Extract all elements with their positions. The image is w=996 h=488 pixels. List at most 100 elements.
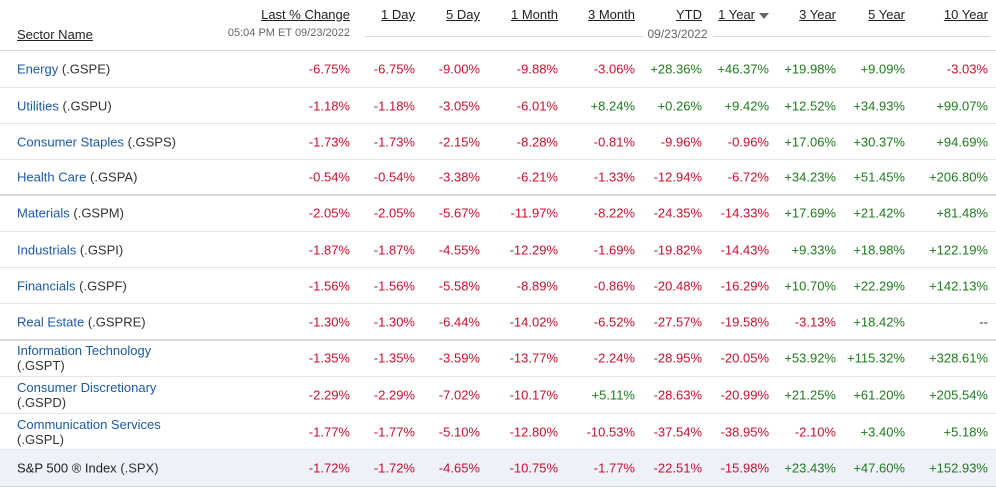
sector-name-cell: Information Technology (.GSPT)	[17, 343, 151, 373]
sector-name-cell: Materials (.GSPM)	[17, 206, 124, 221]
value-1-day: -1.87%	[373, 242, 415, 257]
value-last-change: -2.29%	[308, 387, 350, 403]
value-3-year: +17.69%	[784, 205, 836, 221]
value-10-year: --	[979, 314, 988, 329]
sector-link[interactable]: Financials	[17, 278, 76, 293]
value-1-year: -6.72%	[727, 169, 769, 185]
value-1-year: -14.43%	[720, 242, 769, 257]
value-5-year: +61.20%	[853, 387, 905, 403]
value-5-day: -5.10%	[438, 424, 480, 439]
value-last-change: -1.35%	[308, 350, 350, 366]
col-sector-name[interactable]: Sector Name	[17, 27, 93, 42]
sector-link[interactable]: Information Technology	[17, 343, 152, 358]
value-ytd: -37.54%	[653, 424, 702, 439]
sector-link[interactable]: Utilities	[17, 98, 59, 113]
col-1-year[interactable]: 1 Year	[705, 7, 769, 22]
value-3-year: +19.98%	[784, 61, 836, 77]
value-5-day: -4.55%	[438, 242, 480, 257]
value-1-day: -1.77%	[373, 424, 415, 439]
value-ytd: -27.57%	[653, 314, 702, 329]
value-3-month: -8.22%	[593, 205, 635, 221]
value-10-year: +5.18%	[943, 424, 988, 439]
sector-link[interactable]: Real Estate	[17, 314, 85, 329]
value-3-year: +9.33%	[791, 242, 836, 257]
col-5-day[interactable]: 5 Day	[446, 7, 480, 22]
value-last-change: -1.18%	[308, 98, 350, 113]
value-5-day: -3.05%	[438, 98, 480, 113]
value-10-year: +206.80%	[929, 169, 988, 185]
sector-link[interactable]: Materials	[17, 205, 70, 221]
value-5-day: -4.65%	[438, 460, 480, 476]
sector-link[interactable]: S&P 500 ® Index	[17, 460, 117, 476]
value-ytd: -19.82%	[653, 242, 702, 257]
col-1-year-label: 1 Year	[718, 7, 755, 22]
sector-symbol: (.SPX)	[120, 460, 159, 476]
sector-link[interactable]: Energy	[17, 61, 59, 77]
table-row: Materials (.GSPM) -2.05% -2.05% -5.67% -11.9…	[0, 195, 996, 232]
sector-symbol: (.GSPM)	[73, 205, 124, 221]
value-3-month: -1.33%	[593, 169, 635, 185]
value-5-year: +22.29%	[853, 278, 905, 293]
col-1-month[interactable]: 1 Month	[511, 7, 558, 22]
value-1-year: -16.29%	[720, 278, 769, 293]
sector-link[interactable]: Consumer Staples	[17, 134, 124, 149]
value-3-month: -6.52%	[593, 314, 635, 329]
col-5-year[interactable]: 5 Year	[868, 7, 905, 22]
sector-symbol: (.GSPT)	[17, 358, 65, 373]
col-3-month[interactable]: 3 Month	[588, 7, 635, 22]
value-last-change: -1.72%	[308, 460, 350, 476]
table-row: Information Technology (.GSPT) -1.35% -1.35…	[0, 340, 996, 377]
sector-link[interactable]: Communication Services	[17, 416, 161, 432]
value-1-month: -8.28%	[516, 134, 558, 149]
sector-name-cell: Communication Services (.GSPL)	[17, 417, 161, 447]
col-10-year[interactable]: 10 Year	[943, 7, 988, 22]
value-1-month: -13.77%	[509, 350, 558, 366]
sector-name-cell: Health Care (.GSPA)	[17, 170, 137, 185]
value-ytd: -20.48%	[653, 278, 702, 293]
value-10-year: +205.54%	[929, 387, 988, 403]
col-last-change[interactable]: Last % Change	[261, 7, 350, 22]
sector-symbol: (.GSPRE)	[87, 314, 146, 329]
sector-symbol: (.GSPE)	[61, 61, 111, 77]
value-1-year: -15.98%	[720, 460, 769, 476]
value-3-month: -2.24%	[593, 350, 635, 366]
date-divider: 09/23/2022	[365, 27, 990, 43]
value-10-year: +81.48%	[936, 205, 988, 221]
value-5-year: +18.42%	[853, 314, 905, 329]
value-1-month: -10.75%	[509, 460, 558, 476]
value-5-year: +21.42%	[853, 205, 905, 221]
col-ytd[interactable]: YTD	[676, 7, 702, 22]
sector-symbol: (.GSPI)	[79, 242, 124, 257]
value-1-year: -19.58%	[720, 314, 769, 329]
table-row: Communication Services (.GSPL) -1.77% -1.77…	[0, 414, 996, 450]
value-3-year: -2.10%	[794, 424, 836, 439]
value-1-day: -1.73%	[373, 134, 415, 149]
sector-link[interactable]: Health Care	[17, 169, 87, 185]
value-3-year: +17.06%	[784, 134, 836, 149]
value-ytd: -22.51%	[653, 460, 702, 476]
sector-link[interactable]: Industrials	[17, 242, 77, 257]
value-ytd: -24.35%	[653, 205, 702, 221]
value-1-month: -9.88%	[516, 61, 558, 77]
table-header: Last % Change 05:04 PM ET 09/23/2022 Sec…	[0, 0, 996, 51]
index-row: S&P 500 ® Index (.SPX) -1.72% -1.72% -4.65%…	[0, 450, 996, 487]
sector-link[interactable]: Consumer Discretionary	[17, 380, 157, 395]
value-last-change: -1.77%	[308, 424, 350, 439]
value-5-day: -7.02%	[438, 387, 480, 403]
col-1-day[interactable]: 1 Day	[381, 7, 415, 22]
value-5-day: -5.58%	[438, 278, 480, 293]
sector-name-cell: Energy (.GSPE)	[17, 62, 110, 77]
table-row: Consumer Discretionary (.GSPD) -2.29% -2.29…	[0, 377, 996, 414]
value-1-day: -1.35%	[373, 350, 415, 366]
value-3-month: -1.77%	[593, 460, 635, 476]
table-row: Utilities (.GSPU) -1.18% -1.18% -3.05% -6.01…	[0, 88, 996, 124]
value-3-year: +34.23%	[784, 169, 836, 185]
col-3-year[interactable]: 3 Year	[799, 7, 836, 22]
value-last-change: -1.56%	[308, 278, 350, 293]
value-5-year: +3.40%	[860, 424, 905, 439]
value-10-year: +142.13%	[929, 278, 988, 293]
value-3-month: +8.24%	[590, 98, 635, 113]
table-row: Health Care (.GSPA) -0.54% -0.54% -3.38% -6.…	[0, 160, 996, 196]
value-ytd: -12.94%	[653, 169, 702, 185]
value-1-month: -14.02%	[509, 314, 558, 329]
